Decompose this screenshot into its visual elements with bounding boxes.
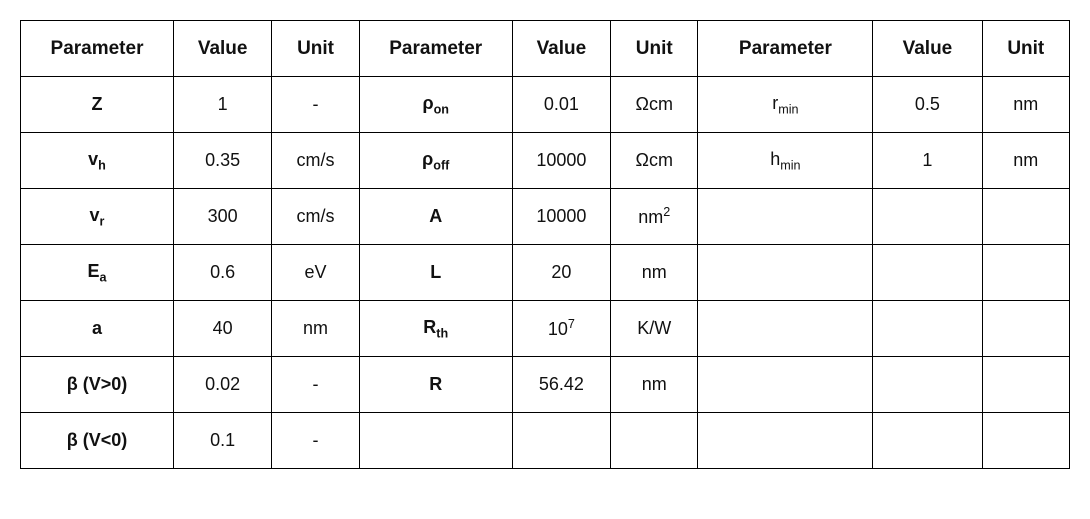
col-header: Parameter [359, 21, 512, 77]
parameter-table: Parameter Value Unit Parameter Value Uni… [20, 20, 1070, 469]
param-cell [698, 413, 873, 469]
value-cell: 20 [512, 245, 610, 301]
unit-cell [982, 301, 1069, 357]
param-cell: Ea [21, 245, 174, 301]
unit-cell: nm [982, 77, 1069, 133]
value-cell: 56.42 [512, 357, 610, 413]
value-cell: 0.35 [173, 133, 271, 189]
table-row: Ea0.6eVL20nm [21, 245, 1070, 301]
param-cell: vh [21, 133, 174, 189]
unit-cell: cm/s [272, 133, 359, 189]
value-cell: 0.6 [173, 245, 271, 301]
table-header-row: Parameter Value Unit Parameter Value Uni… [21, 21, 1070, 77]
col-header: Value [512, 21, 610, 77]
unit-cell: - [272, 77, 359, 133]
unit-cell [982, 245, 1069, 301]
col-header: Unit [611, 21, 698, 77]
param-cell: Rth [359, 301, 512, 357]
param-cell: Z [21, 77, 174, 133]
col-header: Parameter [21, 21, 174, 77]
value-cell: 0.5 [873, 77, 982, 133]
unit-cell: K/W [611, 301, 698, 357]
param-cell: β (V<0) [21, 413, 174, 469]
unit-cell: - [272, 413, 359, 469]
param-cell: A [359, 189, 512, 245]
unit-cell: nm [611, 357, 698, 413]
unit-cell: nm [272, 301, 359, 357]
param-cell: ρoff [359, 133, 512, 189]
unit-cell [982, 357, 1069, 413]
value-cell: 40 [173, 301, 271, 357]
unit-cell: nm [982, 133, 1069, 189]
value-cell [512, 413, 610, 469]
table-row: β (V>0)0.02-R56.42nm [21, 357, 1070, 413]
value-cell [873, 357, 982, 413]
col-header: Unit [982, 21, 1069, 77]
value-cell: 0.02 [173, 357, 271, 413]
col-header: Unit [272, 21, 359, 77]
param-cell [359, 413, 512, 469]
table-row: Z1-ρon0.01Ωcmrmin0.5nm [21, 77, 1070, 133]
value-cell [873, 301, 982, 357]
table-row: a40nmRth107K/W [21, 301, 1070, 357]
param-cell: a [21, 301, 174, 357]
value-cell: 10000 [512, 133, 610, 189]
param-cell: β (V>0) [21, 357, 174, 413]
unit-cell [611, 413, 698, 469]
value-cell: 1 [173, 77, 271, 133]
param-cell [698, 301, 873, 357]
param-cell: hmin [698, 133, 873, 189]
unit-cell [982, 189, 1069, 245]
table-body: Z1-ρon0.01Ωcmrmin0.5nmvh0.35cm/sρoff1000… [21, 77, 1070, 469]
table-row: vh0.35cm/sρoff10000Ωcmhmin1nm [21, 133, 1070, 189]
unit-cell: nm [611, 245, 698, 301]
value-cell: 0.01 [512, 77, 610, 133]
value-cell: 300 [173, 189, 271, 245]
param-cell [698, 189, 873, 245]
value-cell: 1 [873, 133, 982, 189]
unit-cell [982, 413, 1069, 469]
param-cell: vr [21, 189, 174, 245]
value-cell [873, 245, 982, 301]
unit-cell: nm2 [611, 189, 698, 245]
unit-cell: - [272, 357, 359, 413]
table-row: β (V<0)0.1- [21, 413, 1070, 469]
param-cell [698, 357, 873, 413]
col-header: Value [173, 21, 271, 77]
value-cell: 107 [512, 301, 610, 357]
param-cell: rmin [698, 77, 873, 133]
param-cell: R [359, 357, 512, 413]
param-cell: ρon [359, 77, 512, 133]
unit-cell: Ωcm [611, 133, 698, 189]
value-cell: 0.1 [173, 413, 271, 469]
param-cell: L [359, 245, 512, 301]
unit-cell: eV [272, 245, 359, 301]
table-row: vr300cm/sA10000nm2 [21, 189, 1070, 245]
unit-cell: Ωcm [611, 77, 698, 133]
param-cell [698, 245, 873, 301]
col-header: Parameter [698, 21, 873, 77]
value-cell [873, 189, 982, 245]
col-header: Value [873, 21, 982, 77]
value-cell [873, 413, 982, 469]
value-cell: 10000 [512, 189, 610, 245]
unit-cell: cm/s [272, 189, 359, 245]
